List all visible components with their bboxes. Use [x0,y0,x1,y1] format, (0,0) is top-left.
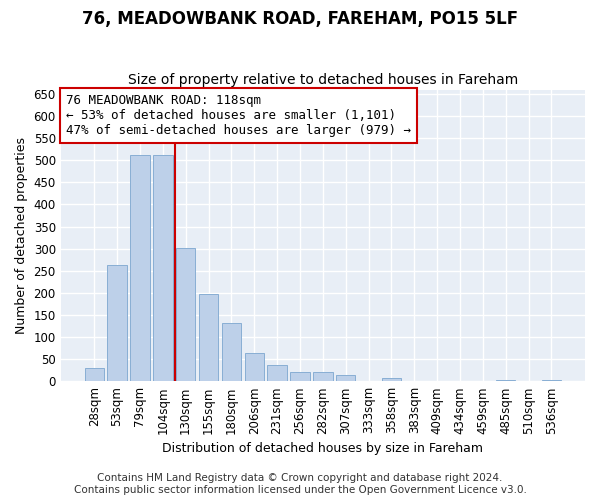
Bar [85,368,104,382]
Bar [221,324,241,382]
Bar [290,372,310,382]
Bar [336,375,355,382]
Text: Contains HM Land Registry data © Crown copyright and database right 2024.
Contai: Contains HM Land Registry data © Crown c… [74,474,526,495]
X-axis label: Distribution of detached houses by size in Fareham: Distribution of detached houses by size … [163,442,484,455]
Bar [199,294,218,382]
Bar [130,156,149,382]
Text: 76 MEADOWBANK ROAD: 118sqm
← 53% of detached houses are smaller (1,101)
47% of s: 76 MEADOWBANK ROAD: 118sqm ← 53% of deta… [66,94,411,137]
Bar [496,380,515,382]
Bar [153,156,173,382]
Bar [313,372,332,382]
Bar [382,378,401,382]
Bar [107,265,127,382]
Text: 76, MEADOWBANK ROAD, FAREHAM, PO15 5LF: 76, MEADOWBANK ROAD, FAREHAM, PO15 5LF [82,10,518,28]
Y-axis label: Number of detached properties: Number of detached properties [15,137,28,334]
Bar [176,248,196,382]
Title: Size of property relative to detached houses in Fareham: Size of property relative to detached ho… [128,73,518,87]
Bar [542,380,561,382]
Bar [245,352,264,382]
Bar [268,364,287,382]
